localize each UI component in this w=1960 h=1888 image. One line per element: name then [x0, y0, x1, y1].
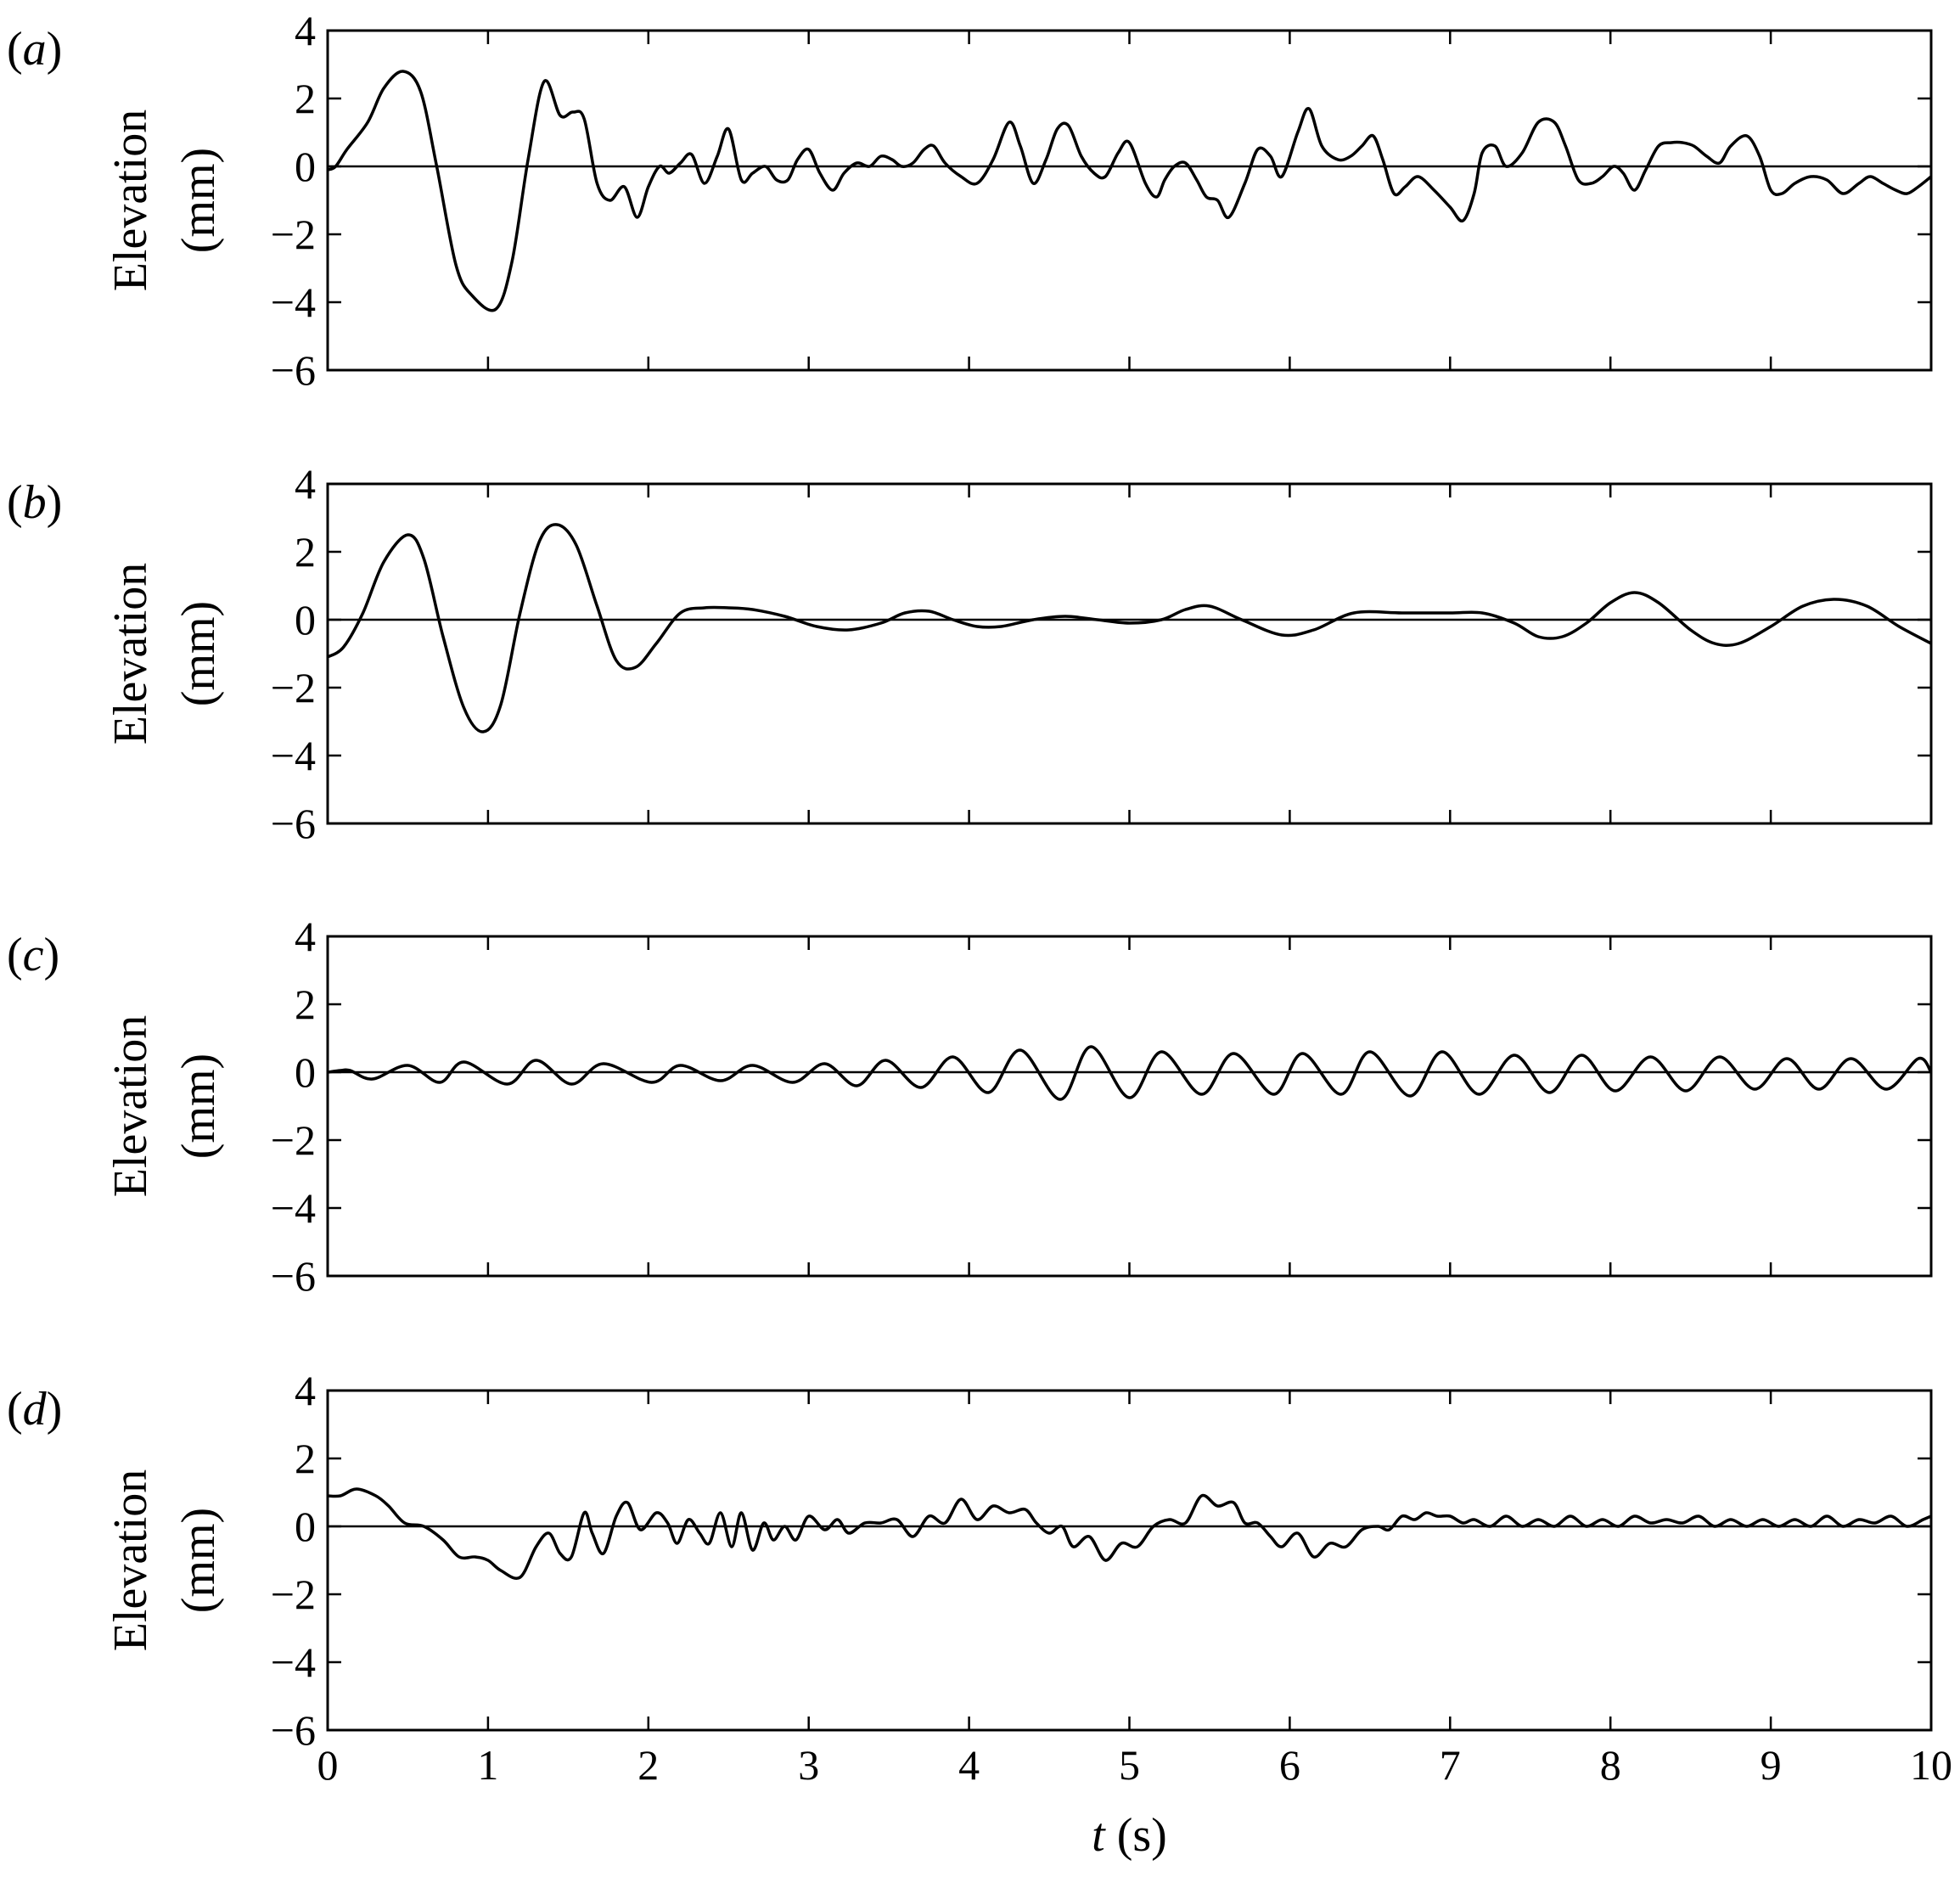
y-axis-label: Elevation — [104, 110, 157, 292]
y-tick-label: −4 — [271, 1184, 316, 1232]
x-tick-label: 7 — [1440, 1741, 1461, 1789]
y-tick-label: −4 — [271, 732, 316, 779]
y-tick-label: −2 — [271, 1116, 316, 1164]
x-tick-label: 0 — [317, 1741, 339, 1789]
plot-frame — [326, 935, 1933, 1278]
y-tick-label: 0 — [295, 1503, 316, 1550]
panel-label: (d) — [7, 1383, 62, 1436]
panel-a: 4 2 0 −2 −4 −6 Elevation (mm) (a) — [7, 7, 1933, 394]
y-axis-label: Elevation — [104, 1015, 157, 1198]
elevation-series-line — [327, 523, 1932, 733]
y-tick-label: −6 — [271, 346, 316, 394]
elevation-series-line — [327, 1487, 1932, 1580]
y-tick-label: 2 — [295, 1435, 316, 1482]
y-tick-label: 4 — [295, 1367, 316, 1414]
y-axis-unit: (mm) — [172, 601, 225, 706]
y-tick-label: −2 — [271, 664, 316, 711]
y-tick-label: −6 — [271, 1252, 316, 1300]
x-tick-label: 2 — [637, 1741, 659, 1789]
y-tick-label: −6 — [271, 1706, 316, 1754]
x-tick-label: 1 — [477, 1741, 498, 1789]
y-tick-label: 2 — [295, 528, 316, 576]
panel-label: (a) — [7, 23, 62, 76]
x-tick-label: 5 — [1119, 1741, 1140, 1789]
x-axis-label: t (s) — [1092, 1809, 1167, 1862]
y-tick-label: 2 — [295, 75, 316, 122]
y-tick-label: 4 — [295, 7, 316, 54]
y-tick-label: 4 — [295, 460, 316, 508]
y-tick-label: −2 — [271, 1571, 316, 1618]
y-tick-label: −6 — [271, 800, 316, 847]
x-tick-label: 4 — [958, 1741, 980, 1789]
elevation-series-line — [327, 1045, 1933, 1101]
panel-label: (b) — [7, 476, 62, 529]
panel-c: 4 2 0 −2 −4 −6 Elevation (mm) (c) — [7, 913, 1933, 1300]
x-tick-label: 6 — [1279, 1741, 1300, 1789]
y-tick-label: 4 — [295, 913, 316, 960]
x-tick-label: 3 — [798, 1741, 819, 1789]
x-tick-label: 8 — [1600, 1741, 1621, 1789]
x-tick-label: 9 — [1761, 1741, 1782, 1789]
y-tick-label: −4 — [271, 278, 316, 326]
plot-frame — [326, 482, 1933, 825]
y-axis-unit: (mm) — [172, 148, 225, 253]
y-tick-label: 0 — [295, 596, 316, 643]
y-tick-label: 2 — [295, 981, 316, 1028]
y-tick-label: −2 — [271, 211, 316, 258]
x-tick-label: 10 — [1910, 1741, 1952, 1789]
y-axis-unit: (mm) — [172, 1054, 225, 1159]
y-axis-label: Elevation — [104, 563, 157, 745]
panel-label: (c) — [7, 929, 59, 981]
plot-frame — [326, 29, 1933, 372]
elevation-series-line — [327, 70, 1933, 312]
y-tick-label: −4 — [271, 1638, 316, 1686]
y-tick-label: 0 — [295, 143, 316, 190]
y-axis-label: Elevation — [104, 1469, 157, 1652]
y-tick-label: 0 — [295, 1048, 316, 1096]
y-axis-unit: (mm) — [172, 1508, 225, 1613]
panel-b: 4 2 0 −2 −4 −6 Elevation (mm) (b) — [7, 460, 1933, 847]
